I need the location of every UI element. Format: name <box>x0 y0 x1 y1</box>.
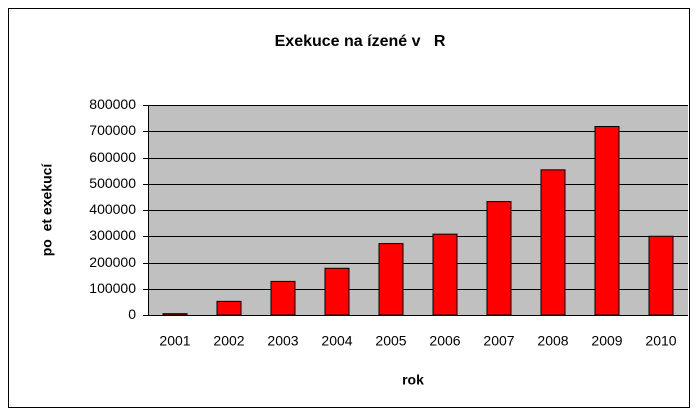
bar <box>648 235 674 316</box>
x-tick-label: 2005 <box>375 333 406 349</box>
bar <box>432 233 458 316</box>
x-tick-label: 2007 <box>483 333 514 349</box>
x-tick-label: 2004 <box>321 333 352 349</box>
bar <box>216 300 242 316</box>
x-axis-title: rok <box>402 372 424 388</box>
y-tick-label: 500000 <box>89 175 136 191</box>
bar <box>378 243 404 316</box>
x-tick-label: 2002 <box>213 333 244 349</box>
chart-title: Exekuce na ízené v R <box>275 33 446 50</box>
y-tick-label: 300000 <box>89 227 136 243</box>
x-tick-label: 2001 <box>159 333 190 349</box>
bar <box>324 267 350 316</box>
y-tick-label: 800000 <box>89 96 136 112</box>
y-tick-label: 0 <box>128 306 136 322</box>
bar <box>594 126 620 316</box>
y-tick-label: 100000 <box>89 280 136 296</box>
y-tick-label: 200000 <box>89 254 136 270</box>
bar <box>162 313 188 316</box>
bar <box>486 201 512 316</box>
bar <box>270 280 296 316</box>
y-tick-label: 600000 <box>89 149 136 165</box>
x-tick-label: 2008 <box>537 333 568 349</box>
x-tick-label: 2003 <box>267 333 298 349</box>
y-tick-label: 700000 <box>89 122 136 138</box>
x-tick-label: 2009 <box>591 333 622 349</box>
x-tick-label: 2010 <box>645 333 676 349</box>
x-tick-label: 2006 <box>429 333 460 349</box>
y-tick-label: 400000 <box>89 201 136 217</box>
y-axis-title: po et exekucí <box>39 163 55 257</box>
bar <box>540 169 566 316</box>
